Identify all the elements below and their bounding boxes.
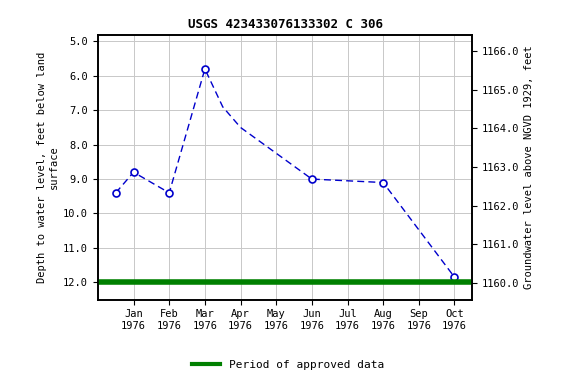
Y-axis label: Groundwater level above NGVD 1929, feet: Groundwater level above NGVD 1929, feet: [524, 45, 534, 289]
Y-axis label: Depth to water level, feet below land
surface: Depth to water level, feet below land su…: [37, 51, 59, 283]
Legend: Period of approved data: Period of approved data: [188, 356, 388, 375]
Title: USGS 423433076133302 C 306: USGS 423433076133302 C 306: [188, 18, 382, 31]
